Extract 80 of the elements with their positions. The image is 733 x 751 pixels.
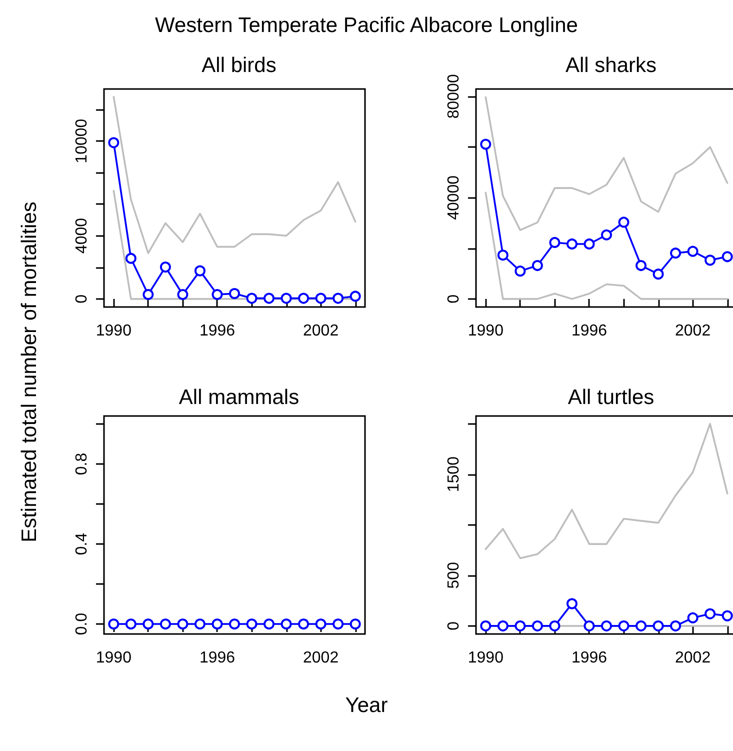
point bbox=[108, 137, 120, 148]
point bbox=[532, 260, 543, 272]
line-series bbox=[484, 422, 728, 560]
point bbox=[246, 292, 258, 304]
point bbox=[160, 262, 171, 273]
point bbox=[549, 620, 560, 632]
x-tick-label: 1990 bbox=[468, 322, 504, 340]
point bbox=[722, 251, 733, 262]
point bbox=[566, 238, 578, 250]
x-axis-title: Year bbox=[344, 694, 389, 718]
point bbox=[497, 250, 508, 261]
y-tick-label: 80000 bbox=[446, 74, 462, 119]
point bbox=[704, 254, 716, 266]
x-tick-label: 2002 bbox=[303, 322, 339, 340]
point bbox=[601, 229, 612, 240]
point bbox=[670, 620, 682, 632]
y-tick-label: 40000 bbox=[446, 175, 462, 220]
x-tick-label: 2002 bbox=[675, 322, 711, 340]
text: Western Temperate Pacific Albacore Longline bbox=[154, 14, 579, 38]
point bbox=[532, 620, 543, 632]
x-tick-label: 1996 bbox=[199, 650, 236, 666]
x-tick-label: 1990 bbox=[96, 650, 132, 666]
y-tick-label: 500 bbox=[446, 562, 462, 589]
point bbox=[636, 260, 647, 272]
point bbox=[125, 252, 136, 264]
point bbox=[142, 289, 154, 300]
point bbox=[315, 292, 326, 304]
point bbox=[687, 246, 698, 257]
point bbox=[350, 290, 361, 302]
point bbox=[229, 288, 240, 300]
y-tick-label: 1500 bbox=[446, 456, 462, 492]
y-tick-label: 0 bbox=[446, 294, 462, 304]
point bbox=[264, 292, 275, 304]
point bbox=[480, 620, 492, 632]
chart-title: All turtles bbox=[568, 386, 654, 409]
point bbox=[652, 268, 664, 280]
line-series bbox=[484, 96, 728, 231]
y-tick-label: 4000 bbox=[74, 218, 90, 254]
x-tick-label: 1996 bbox=[199, 322, 236, 340]
line-series bbox=[112, 96, 356, 254]
point bbox=[584, 238, 595, 250]
y-tick-label: 0 bbox=[74, 294, 90, 304]
x-tick-label: 2002 bbox=[675, 650, 711, 666]
point bbox=[514, 620, 526, 632]
y-tick-label: 0 bbox=[446, 621, 462, 630]
point bbox=[549, 236, 560, 248]
point bbox=[280, 292, 292, 304]
point bbox=[514, 266, 526, 277]
point bbox=[722, 610, 733, 622]
point bbox=[177, 289, 188, 300]
point bbox=[670, 248, 682, 259]
point bbox=[332, 292, 344, 304]
x-tick-label: 1996 bbox=[571, 322, 608, 340]
point bbox=[636, 620, 647, 632]
point bbox=[298, 292, 310, 304]
point bbox=[497, 620, 508, 632]
point bbox=[601, 620, 612, 632]
point bbox=[652, 620, 664, 632]
x-tick-label: 2002 bbox=[303, 650, 339, 666]
point bbox=[618, 216, 630, 228]
point bbox=[687, 612, 698, 624]
y-tick-label: 10000 bbox=[74, 118, 90, 164]
chart-title: All sharks bbox=[565, 54, 657, 77]
point bbox=[212, 289, 223, 300]
line-series bbox=[484, 192, 728, 300]
y-axis-title: Estimated total number of mortalities bbox=[18, 202, 42, 542]
point bbox=[566, 598, 578, 610]
point bbox=[704, 608, 716, 620]
chart-title: All birds bbox=[202, 54, 276, 77]
x-tick-label: 1990 bbox=[468, 650, 504, 666]
x-tick-label: 1996 bbox=[571, 650, 608, 666]
point bbox=[618, 620, 630, 632]
chart-title: All mammals bbox=[178, 386, 300, 409]
x-tick-label: 1990 bbox=[96, 322, 132, 340]
point bbox=[480, 138, 492, 150]
point bbox=[584, 620, 595, 632]
y-tick-label: 0.8 bbox=[74, 452, 90, 476]
y-tick-label: 0.0 bbox=[74, 612, 90, 636]
y-tick-label: 0.4 bbox=[74, 532, 90, 556]
point bbox=[194, 265, 206, 276]
